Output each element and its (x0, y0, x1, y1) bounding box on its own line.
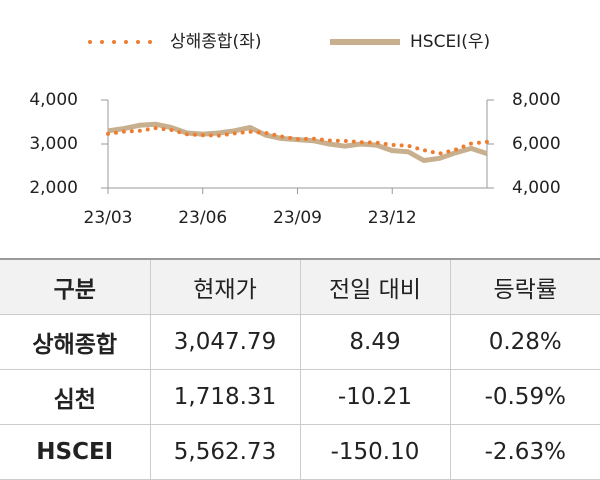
cell: -10.21 (299, 369, 450, 425)
cell: -150.10 (299, 424, 450, 480)
x-tick-label: 23/03 (84, 208, 133, 228)
cell: 8.49 (299, 314, 450, 370)
y2-tick-label: 6,000 (512, 134, 561, 154)
legend-label: HSCEI(우) (410, 32, 490, 52)
y2-tick-label: 8,000 (512, 90, 561, 110)
header-cell: 전일 대비 (299, 258, 450, 315)
table-row: HSCEI 5,562.73 -150.10 -2.63% (0, 424, 600, 480)
chart: 2,000 3,000 4,000 4,000 6,000 8,000 23/03 23/06… (29, 32, 561, 228)
index-table: 구분 현재가 전일 대비 등락률 상해종합 3,047.79 8.49 0.28% 심천 1,71… (0, 258, 600, 480)
row-label: 심천 (0, 369, 150, 425)
cell: 0.28% (449, 314, 600, 370)
cell: 3,047.79 (149, 314, 300, 370)
y-tick-label: 3,000 (29, 134, 78, 154)
series-line (106, 126, 489, 156)
legend-label: 상해종합(좌) (170, 32, 261, 52)
x-tick-label: 23/06 (178, 208, 227, 228)
y-tick-label: 4,000 (29, 90, 78, 110)
y2-tick-label: 4,000 (512, 178, 561, 198)
header-row: 구분 현재가 전일 대비 등락률 (0, 258, 600, 315)
cell: 1,718.31 (149, 369, 300, 425)
table-row: 상해종합 3,047.79 8.49 0.28% (0, 314, 600, 370)
header-cell: 구분 (0, 258, 150, 315)
x-tick-label: 23/12 (368, 208, 417, 228)
x-tick-label: 23/09 (273, 208, 322, 228)
cell: -2.63% (449, 424, 600, 480)
y-tick-label: 2,000 (29, 178, 78, 198)
cell: -0.59% (449, 369, 600, 425)
cell: 5,562.73 (149, 424, 300, 480)
header-cell: 현재가 (149, 258, 300, 315)
table-row: 심천 1,718.31 -10.21 -0.59% (0, 369, 600, 425)
row-label: HSCEI (0, 424, 150, 480)
header-cell: 등락률 (449, 258, 600, 315)
row-label: 상해종합 (0, 314, 150, 370)
